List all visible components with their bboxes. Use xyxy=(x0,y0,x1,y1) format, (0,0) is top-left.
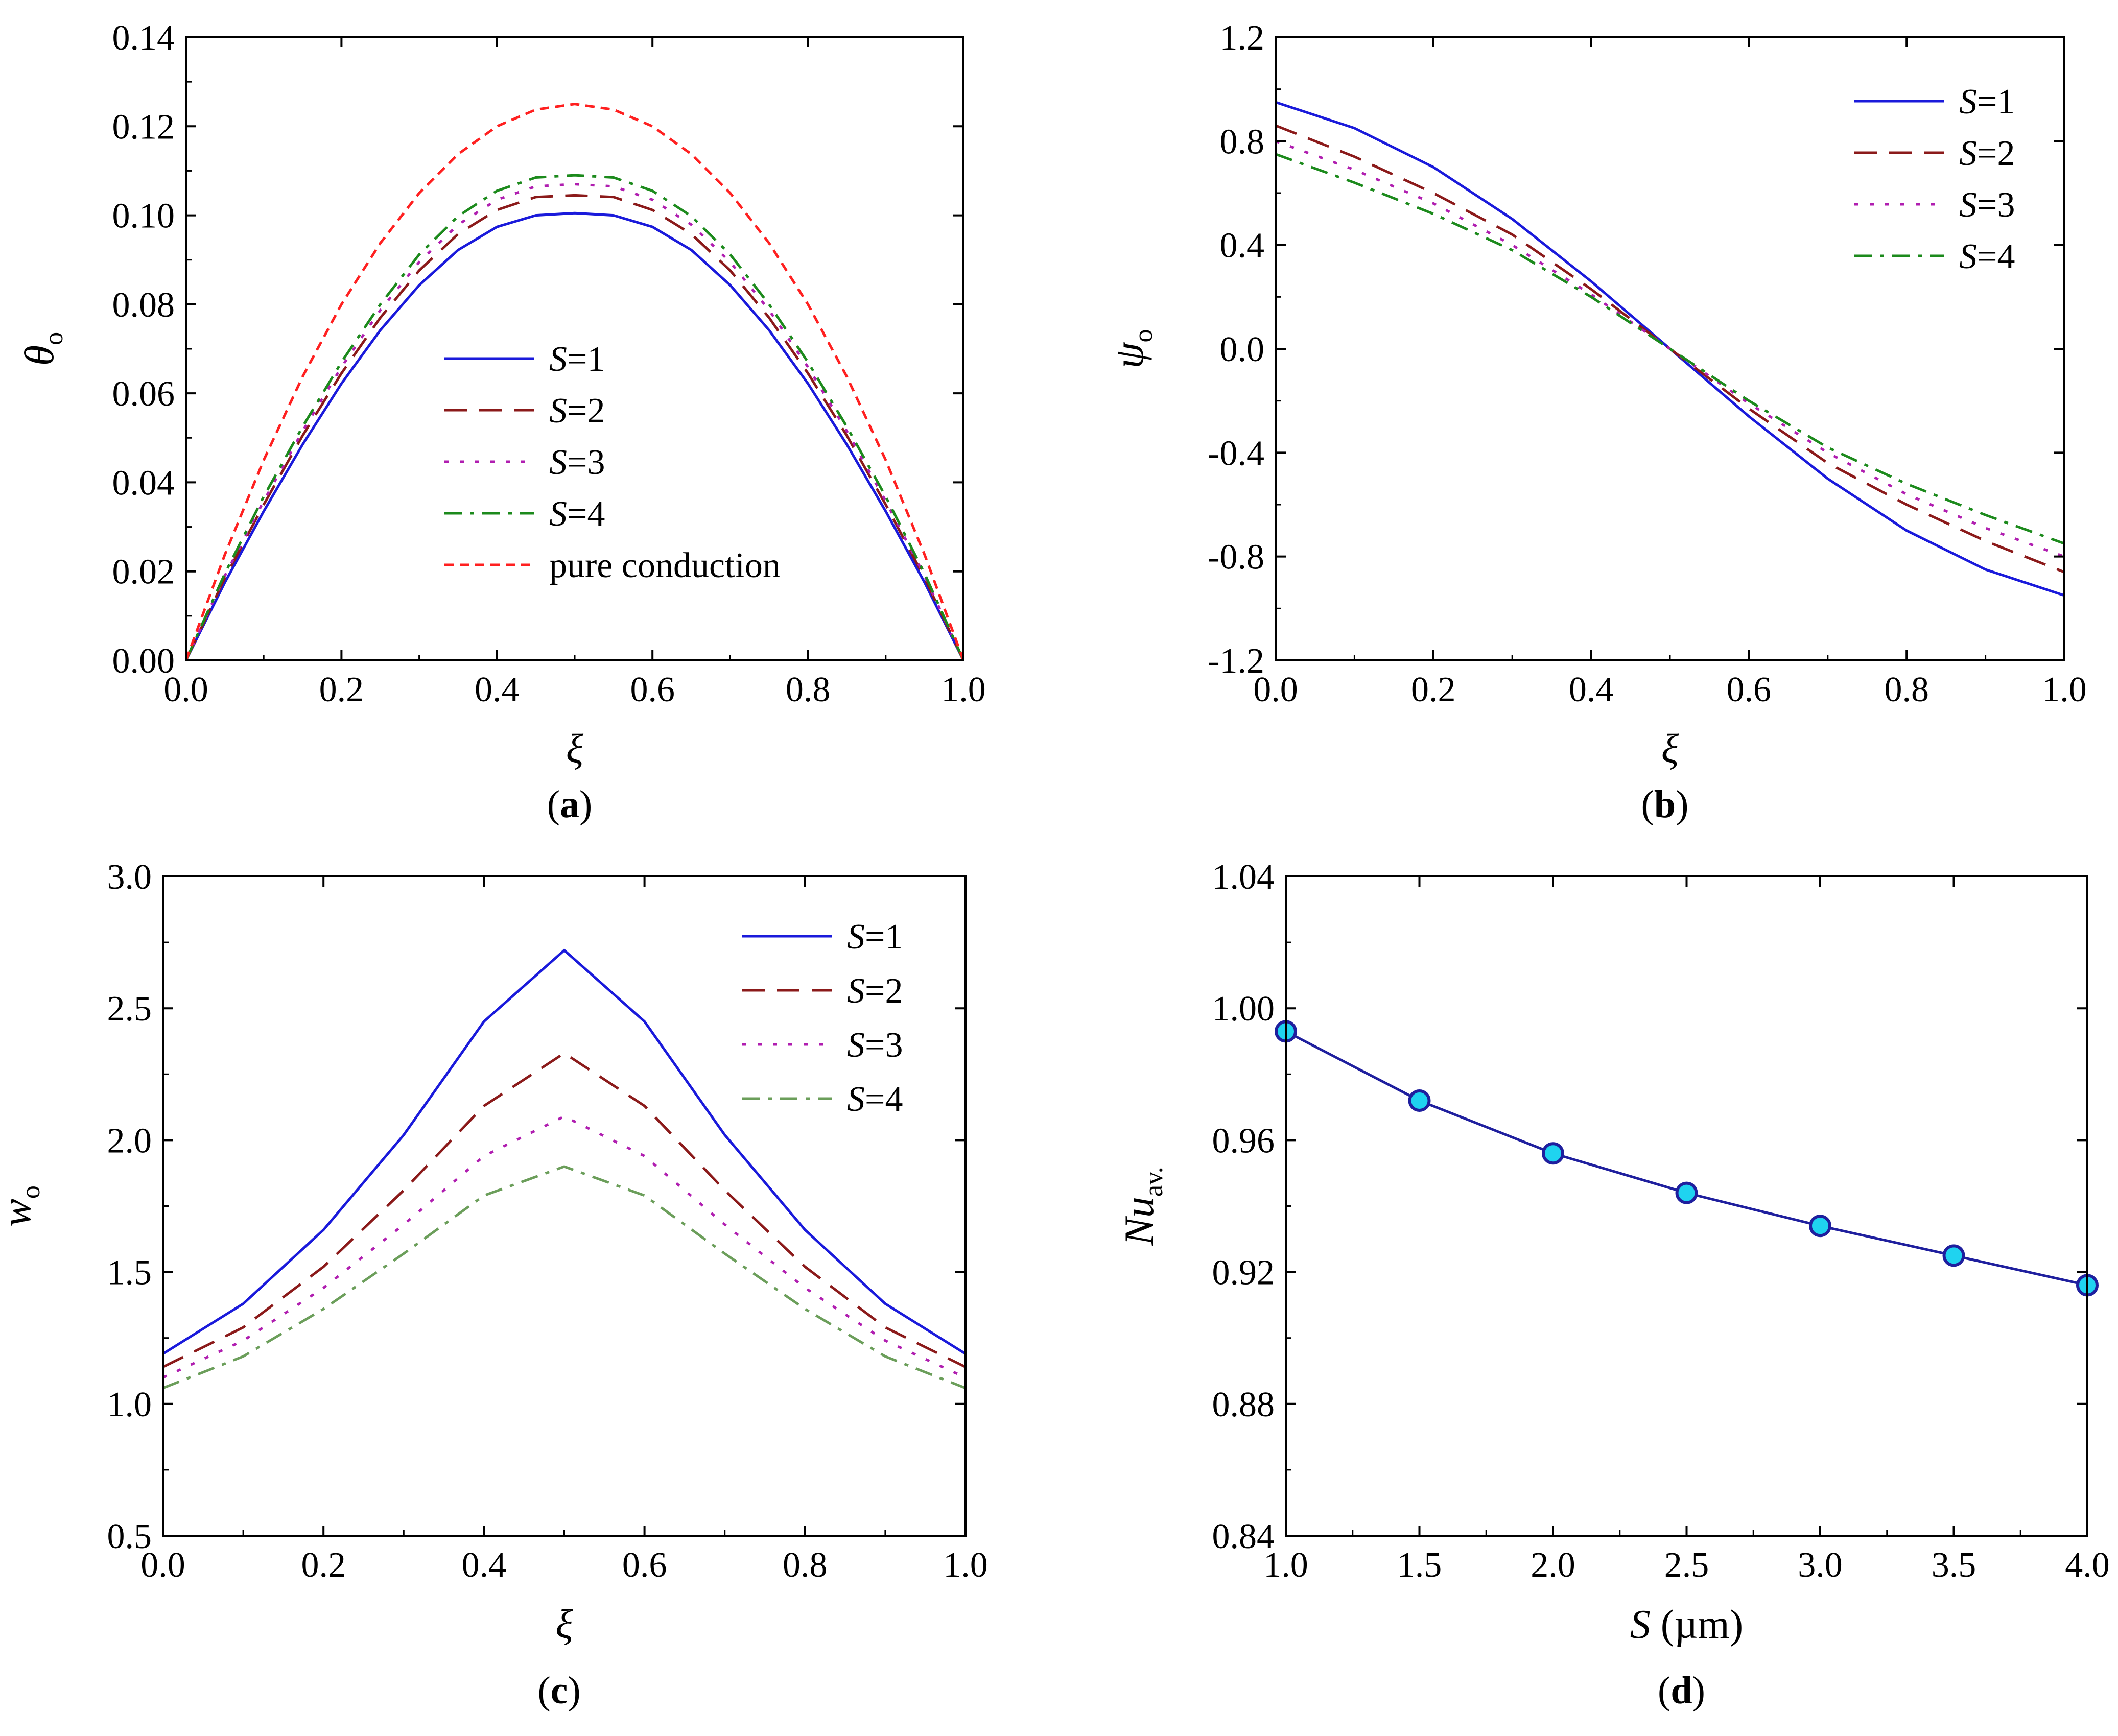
y-tick-label-c: 3.0 xyxy=(107,858,152,897)
x-tick-label-b: 0.2 xyxy=(1411,670,1456,709)
x-tick-label-d: 2.5 xyxy=(1664,1545,1709,1585)
legend-label-a-5: pure conduction xyxy=(549,546,781,585)
series-line-c-4 xyxy=(163,1165,966,1390)
x-tick-label-a: 0.2 xyxy=(319,670,364,709)
x-tick-label-c: 0.4 xyxy=(462,1545,507,1585)
y-tick-label-d: 1.00 xyxy=(1212,989,1275,1029)
y-tick-label-c: 2.5 xyxy=(107,989,152,1029)
caption-b: (b) xyxy=(1641,783,1689,826)
y-tick-label-a: 0.08 xyxy=(112,286,175,325)
legend-label-c-4: S=4 xyxy=(847,1080,903,1119)
x-tick-label-c: 1.0 xyxy=(943,1545,988,1585)
y-tick-label-a: 0.14 xyxy=(112,18,175,58)
data-point-d-4 xyxy=(1675,1181,1698,1204)
legend-label-a-2: S=2 xyxy=(549,391,605,431)
legend-label-c-3: S=3 xyxy=(847,1026,903,1065)
caption-d: (d) xyxy=(1658,1669,1705,1712)
y-tick-label-d: 1.04 xyxy=(1212,858,1275,897)
x-tick-label-a: 0.8 xyxy=(786,670,831,709)
x-tick-label-a: 1.0 xyxy=(941,670,986,709)
y-tick-label-d: 0.92 xyxy=(1212,1253,1275,1293)
chart-panel-b: 0.0 0.2 0.4 0.6 0.8 1.0 -1.2 -0.8 -0.4 0.0 0.4 0.8 1… xyxy=(1105,18,2087,826)
y-axis-label-c: wo xyxy=(0,1185,45,1227)
x-axis-label-b: ξ xyxy=(1661,727,1679,772)
y-tick-label-b: 1.2 xyxy=(1220,18,1265,58)
caption-c: (c) xyxy=(537,1669,580,1712)
legend-label-a-1: S=1 xyxy=(549,340,605,379)
x-tick-label-d: 1.0 xyxy=(1263,1545,1308,1585)
y-tick-label-a: 0.10 xyxy=(112,197,175,236)
y-tick-label-c: 0.5 xyxy=(107,1517,152,1556)
x-tick-label-c: 0.6 xyxy=(622,1545,667,1585)
y-tick-label-d: 0.96 xyxy=(1212,1121,1275,1160)
legend-label-b-4: S=4 xyxy=(1959,237,2015,276)
x-tick-label-a: 0.4 xyxy=(475,670,520,709)
y-axis-label-a: θo xyxy=(16,332,68,366)
x-axis-label-d: S (µm) xyxy=(1630,1602,1744,1647)
series-line-b-4 xyxy=(1276,153,2064,545)
plot-frame-d xyxy=(1285,875,2088,1537)
y-tick-label-a: 0.02 xyxy=(112,553,175,592)
data-point-d-3 xyxy=(1542,1142,1564,1165)
y-tick-label-a: 0.06 xyxy=(112,374,175,414)
y-axis-label-d: Nuav. xyxy=(1116,1167,1168,1246)
chart-panel-c: 0.0 0.2 0.4 0.6 0.8 1.0 0.5 1.0 1.5 2.0 2.5 3.0 ξ wo (… xyxy=(0,858,988,1712)
legend-label-b-1: S=1 xyxy=(1959,82,2015,122)
y-tick-label-c: 1.5 xyxy=(107,1253,152,1293)
series-line-a-4 xyxy=(186,174,963,660)
x-tick-label-d: 3.0 xyxy=(1798,1545,1843,1585)
legend-label-b-3: S=3 xyxy=(1959,185,2015,225)
legend-label-b-2: S=2 xyxy=(1959,134,2015,173)
series-line-c-3 xyxy=(163,1115,966,1379)
chart-panel-d: 1.0 1.5 2.0 2.5 3.0 3.5 4.0 0.84 0.88 0.92 0.96 1.0… xyxy=(1116,858,2110,1712)
y-tick-label-b: 0.8 xyxy=(1220,122,1265,161)
x-tick-label-b: 0.6 xyxy=(1727,670,1772,709)
x-tick-label-c: 0.0 xyxy=(140,1545,185,1585)
x-tick-label-d: 2.0 xyxy=(1531,1545,1575,1585)
x-tick-label-d: 3.5 xyxy=(1932,1545,1976,1585)
y-tick-label-b: 0.0 xyxy=(1220,330,1265,369)
data-point-d-6 xyxy=(1942,1244,1965,1267)
legend-label-a-3: S=3 xyxy=(549,443,605,482)
series-line-a-1 xyxy=(186,211,963,660)
x-tick-label-a: 0.6 xyxy=(630,670,675,709)
x-axis-label-a: ξ xyxy=(566,727,584,772)
legend-label-a-4: S=4 xyxy=(549,494,605,534)
x-axis-label-c: ξ xyxy=(555,1602,573,1647)
y-tick-label-b: -1.2 xyxy=(1208,641,1264,681)
plot-frame-c xyxy=(162,875,967,1537)
x-tick-label-b: 1.0 xyxy=(2042,670,2087,709)
y-tick-label-a: 0.00 xyxy=(112,641,175,681)
series-line-a-5 xyxy=(186,103,963,660)
y-tick-label-d: 0.84 xyxy=(1212,1517,1275,1556)
x-tick-label-c: 0.8 xyxy=(783,1545,828,1585)
data-point-d-5 xyxy=(1809,1215,1831,1238)
series-line-c-1 xyxy=(163,948,966,1355)
x-tick-label-b: 0.4 xyxy=(1569,670,1614,709)
caption-a: (a) xyxy=(547,783,593,826)
series-line-c-2 xyxy=(163,1052,966,1368)
x-tick-label-d: 4.0 xyxy=(2065,1545,2110,1585)
y-tick-label-c: 2.0 xyxy=(107,1121,152,1160)
legend-label-c-1: S=1 xyxy=(847,917,903,957)
y-tick-label-b: -0.4 xyxy=(1208,434,1264,473)
y-axis-label-b: ψo xyxy=(1105,329,1158,369)
y-tick-label-a: 0.12 xyxy=(112,107,175,147)
y-tick-label-d: 0.88 xyxy=(1212,1385,1275,1424)
series-line-d-1 xyxy=(1286,1030,2087,1287)
y-tick-label-c: 1.0 xyxy=(107,1385,152,1424)
chart-panel-a: 0.0 0.2 0.4 0.6 0.8 1.0 0.00 0.02 0.04 0.06 0.08 0.… xyxy=(16,18,986,826)
data-point-d-2 xyxy=(1408,1089,1431,1112)
x-tick-label-b: 0.0 xyxy=(1253,670,1298,709)
x-tick-label-a: 0.0 xyxy=(163,670,208,709)
x-tick-label-d: 1.5 xyxy=(1397,1545,1442,1585)
x-tick-label-b: 0.8 xyxy=(1884,670,1929,709)
x-tick-label-c: 0.2 xyxy=(301,1545,346,1585)
y-tick-label-b: -0.8 xyxy=(1208,538,1264,577)
series-line-a-2 xyxy=(186,194,963,660)
y-tick-label-b: 0.4 xyxy=(1220,226,1265,266)
y-tick-label-a: 0.04 xyxy=(112,463,175,503)
legend-label-c-2: S=2 xyxy=(847,971,903,1011)
